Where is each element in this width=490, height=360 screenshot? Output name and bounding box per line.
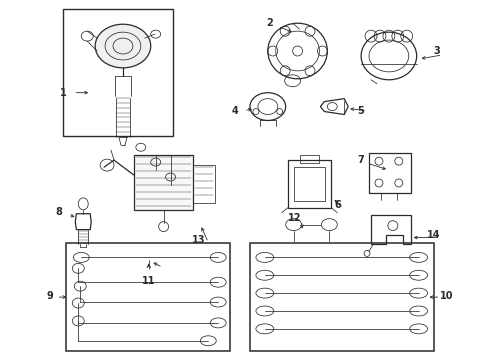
Bar bbox=[134, 155, 194, 210]
Bar bbox=[299, 155, 319, 163]
Bar bbox=[369, 153, 411, 193]
Text: 1: 1 bbox=[60, 88, 67, 98]
Text: 2: 2 bbox=[267, 18, 273, 28]
Ellipse shape bbox=[95, 24, 151, 68]
Bar bbox=[63, 9, 172, 136]
Text: 7: 7 bbox=[358, 155, 365, 165]
Bar bbox=[294, 167, 325, 201]
Text: 11: 11 bbox=[142, 276, 155, 286]
Bar bbox=[288, 160, 331, 208]
Text: 6: 6 bbox=[334, 200, 341, 210]
Bar bbox=[66, 243, 230, 351]
Text: 12: 12 bbox=[288, 213, 301, 223]
Text: 10: 10 bbox=[440, 291, 453, 301]
Text: 9: 9 bbox=[46, 291, 53, 301]
Text: 4: 4 bbox=[232, 105, 239, 116]
Text: 14: 14 bbox=[427, 230, 441, 239]
Bar bbox=[250, 243, 434, 351]
Text: 13: 13 bbox=[192, 234, 205, 244]
Text: 8: 8 bbox=[55, 207, 62, 217]
Text: 3: 3 bbox=[433, 46, 440, 56]
Text: 5: 5 bbox=[358, 105, 365, 116]
Bar bbox=[194, 165, 215, 203]
